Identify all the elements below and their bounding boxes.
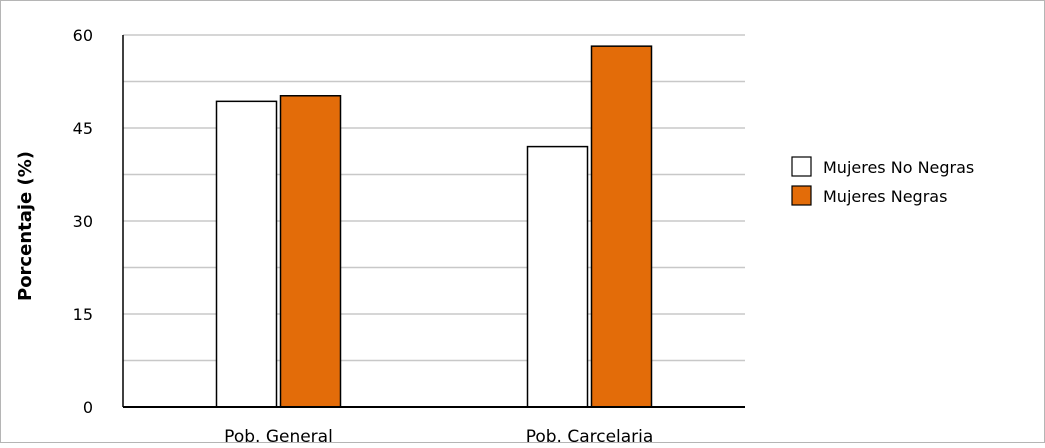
bar-mujeres-no-negras [215,100,278,408]
bar-mujeres-no-negras [526,145,589,408]
x-tick-label: Pob. Carcelaria [526,427,654,444]
y-axis-label: Porcentaje (%) [15,151,36,301]
legend-label-mujeres-negras: Mujeres Negras [823,187,947,206]
legend-swatch-mujeres-no-negras [791,156,812,177]
bar-mujeres-negras [590,45,653,408]
legend-label-mujeres-no-negras: Mujeres No Negras [823,158,974,177]
y-tick-label: 30 [73,212,93,231]
axes: 0 15 30 45 60 Pob. General Pob. Carcelaria [73,26,745,447]
bar-mujeres-negras [279,95,342,408]
y-tick-label: 60 [73,26,93,45]
y-tick-label: 45 [73,119,93,138]
y-tick-label: 15 [73,305,93,324]
legend-swatch-mujeres-negras [791,185,812,206]
legend: Mujeres No Negras Mujeres Negras [791,156,974,206]
y-tick-label: 0 [83,398,93,417]
x-tick-label: Pob. General [224,427,333,444]
bars [215,45,653,408]
